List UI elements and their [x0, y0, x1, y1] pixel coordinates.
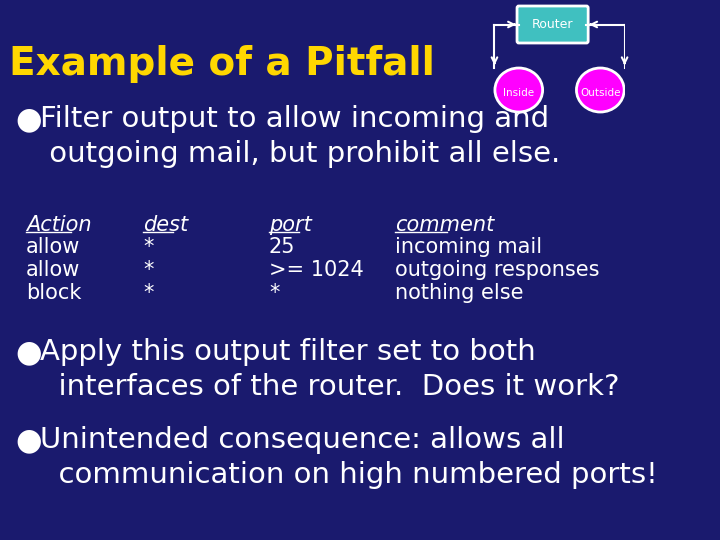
Text: *: *	[143, 260, 153, 280]
Text: Example of a Pitfall: Example of a Pitfall	[9, 45, 435, 83]
Ellipse shape	[577, 68, 624, 112]
FancyBboxPatch shape	[517, 6, 588, 43]
Text: ●: ●	[16, 105, 42, 134]
Text: >= 1024: >= 1024	[269, 260, 364, 280]
Text: dest: dest	[143, 215, 188, 235]
Text: *: *	[269, 283, 279, 303]
Text: allow: allow	[26, 237, 81, 257]
Text: Outside: Outside	[580, 88, 621, 98]
Text: Filter output to allow incoming and
 outgoing mail, but prohibit all else.: Filter output to allow incoming and outg…	[40, 105, 560, 167]
Text: allow: allow	[26, 260, 81, 280]
Text: *: *	[143, 237, 153, 257]
Text: 25: 25	[269, 237, 295, 257]
Text: Router: Router	[532, 18, 573, 31]
Text: port: port	[269, 215, 312, 235]
Text: outgoing responses: outgoing responses	[395, 260, 599, 280]
Ellipse shape	[495, 68, 543, 112]
Text: Unintended consequence: allows all
  communication on high numbered ports!: Unintended consequence: allows all commu…	[40, 426, 657, 489]
Text: ●: ●	[16, 338, 42, 367]
Text: Action: Action	[26, 215, 91, 235]
Text: incoming mail: incoming mail	[395, 237, 542, 257]
Text: ●: ●	[16, 426, 42, 455]
Text: Inside: Inside	[503, 88, 534, 98]
Text: block: block	[26, 283, 81, 303]
Text: nothing else: nothing else	[395, 283, 523, 303]
Text: Apply this output filter set to both
  interfaces of the router.  Does it work?: Apply this output filter set to both int…	[40, 338, 619, 401]
Text: *: *	[143, 283, 153, 303]
Text: comment: comment	[395, 215, 494, 235]
